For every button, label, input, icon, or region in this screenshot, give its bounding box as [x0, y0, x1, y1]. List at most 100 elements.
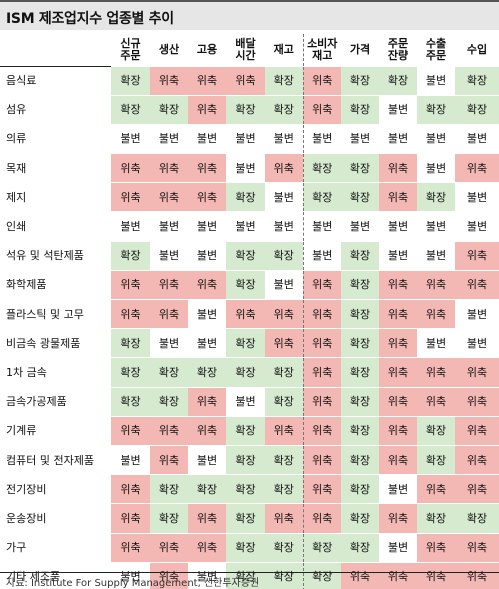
status-cell: 위축 [417, 269, 455, 301]
status-cell: 확장 [265, 65, 303, 96]
status-cell: 확장 [341, 532, 379, 563]
status-cell: 불변 [265, 269, 303, 301]
status-cell: 위축 [188, 182, 226, 213]
status-cell: 위축 [455, 386, 499, 417]
status-cell: 불변 [341, 211, 379, 242]
status-cell: 확장 [111, 328, 150, 359]
status-cell: 위축 [188, 386, 226, 417]
row-label: 음식료 [6, 74, 37, 88]
status-cell: 확장 [111, 386, 150, 417]
status-cell: 확장 [111, 65, 150, 96]
table-row: 금속가공제품 확장 확장 위축 불변 확장 위축 확장 위축 위축 위축 [0, 386, 499, 417]
status-cell: 위축 [379, 444, 417, 476]
status-cell: 확장 [265, 357, 303, 388]
status-cell: 불변 [379, 94, 417, 125]
status-cell: 확장 [341, 415, 379, 446]
status-cell: 확장 [341, 357, 379, 388]
status-cell: 확장 [188, 474, 226, 505]
status-cell: 불변 [341, 123, 379, 155]
status-cell: 위축 [150, 415, 188, 446]
status-cell: 위축 [302, 503, 341, 534]
status-cell: 위축 [379, 357, 417, 388]
table-row: 목재 위축 위축 위축 불변 위축 확장 확장 위축 불변 위축 [0, 153, 499, 184]
status-cell: 확장 [188, 357, 226, 388]
status-cell: 불변 [150, 328, 188, 359]
status-cell: 위축 [111, 474, 150, 505]
status-cell: 불변 [455, 123, 499, 155]
status-cell: 위축 [455, 561, 499, 589]
row-label: 전기장비 [6, 482, 47, 496]
status-cell: 확장 [265, 474, 303, 505]
column-header: 가격 [349, 42, 371, 56]
status-cell: 위축 [265, 328, 303, 359]
status-cell: 확장 [302, 561, 341, 589]
status-cell: 확장 [226, 269, 265, 301]
status-cell: 위축 [150, 65, 188, 96]
status-cell: 불변 [302, 123, 341, 155]
status-cell: 위축 [341, 561, 379, 589]
status-cell: 확장 [265, 444, 303, 476]
header-row: 신규 주문 생산 고용 배달 시간 재고 소비자 재고 가격 주문 잔량 수출 주문 수입 [0, 34, 499, 66]
status-cell: 확장 [341, 94, 379, 125]
status-cell: 위축 [265, 153, 303, 184]
status-cell: 위축 [188, 415, 226, 446]
status-cell: 불변 [111, 123, 150, 155]
status-cell: 확장 [417, 444, 455, 476]
status-cell: 위축 [379, 328, 417, 359]
status-cell: 위축 [150, 532, 188, 563]
status-cell: 확장 [341, 474, 379, 505]
status-cell: 확장 [226, 561, 265, 589]
row-label: 석유 및 석탄제품 [6, 249, 84, 263]
table-row: 비금속 광물제품 확장 불변 불변 확장 위축 위축 확장 위축 불변 불변 [0, 328, 499, 359]
status-cell: 확장 [226, 357, 265, 388]
table-row: 제지 위축 위축 위축 확장 불변 확장 확장 위축 확장 불변 [0, 182, 499, 213]
table-row: 가구 위축 위축 위축 확장 확장 확장 확장 불변 위축 위축 [0, 532, 499, 563]
status-cell: 불변 [417, 328, 455, 359]
status-cell: 위축 [455, 415, 499, 446]
status-cell: 확장 [302, 153, 341, 184]
status-cell: 확장 [150, 357, 188, 388]
table-row: 운송장비 위축 확장 위축 확장 위축 위축 확장 위축 확장 확장 [0, 503, 499, 534]
page-title: ISM 제조업지수 업종별 추이 [6, 11, 174, 27]
status-cell: 불변 [265, 211, 303, 242]
status-cell: 불변 [455, 298, 499, 330]
status-cell: 위축 [111, 503, 150, 534]
status-cell: 불변 [379, 123, 417, 155]
column-header: 수입 [466, 42, 488, 56]
row-label: 제지 [6, 190, 27, 204]
status-cell: 위축 [188, 153, 226, 184]
table-row: 섬유 확장 확장 위축 확장 확장 위축 확장 불변 확장 확장 [0, 94, 499, 125]
status-cell: 위축 [302, 94, 341, 125]
table-row: 1차 금속 확장 확장 확장 확장 확장 위축 확장 위축 위축 위축 [0, 357, 499, 388]
status-cell: 확장 [417, 415, 455, 446]
status-cell: 불변 [265, 182, 303, 213]
column-header: 재고 [273, 42, 294, 56]
status-cell: 확장 [341, 153, 379, 184]
status-cell: 위축 [111, 153, 150, 184]
status-cell: 위축 [417, 561, 455, 589]
status-cell: 확장 [150, 503, 188, 534]
status-cell: 위축 [455, 474, 499, 505]
column-header: 신규 주문 [120, 36, 141, 62]
status-cell: 위축 [188, 94, 226, 125]
status-cell: 확장 [265, 561, 303, 589]
status-cell: 불변 [379, 474, 417, 505]
status-cell: 확장 [455, 503, 499, 534]
status-cell: 위축 [302, 65, 341, 96]
status-cell: 위축 [455, 532, 499, 563]
status-cell: 확장 [341, 298, 379, 330]
row-label: 컴퓨터 및 전자제품 [6, 453, 94, 467]
column-header: 생산 [158, 42, 180, 56]
status-cell: 불변 [150, 240, 188, 271]
status-cell: 위축 [302, 444, 341, 476]
status-cell: 불변 [188, 123, 226, 155]
row-label: 인쇄 [6, 220, 27, 234]
status-cell: 위축 [150, 444, 188, 476]
status-cell: 불변 [150, 123, 188, 155]
status-cell: 위축 [379, 153, 417, 184]
status-cell: 불변 [379, 532, 417, 563]
status-cell: 확장 [417, 503, 455, 534]
status-cell: 확장 [226, 94, 265, 125]
status-cell: 확장 [226, 444, 265, 476]
status-cell: 위축 [379, 415, 417, 446]
